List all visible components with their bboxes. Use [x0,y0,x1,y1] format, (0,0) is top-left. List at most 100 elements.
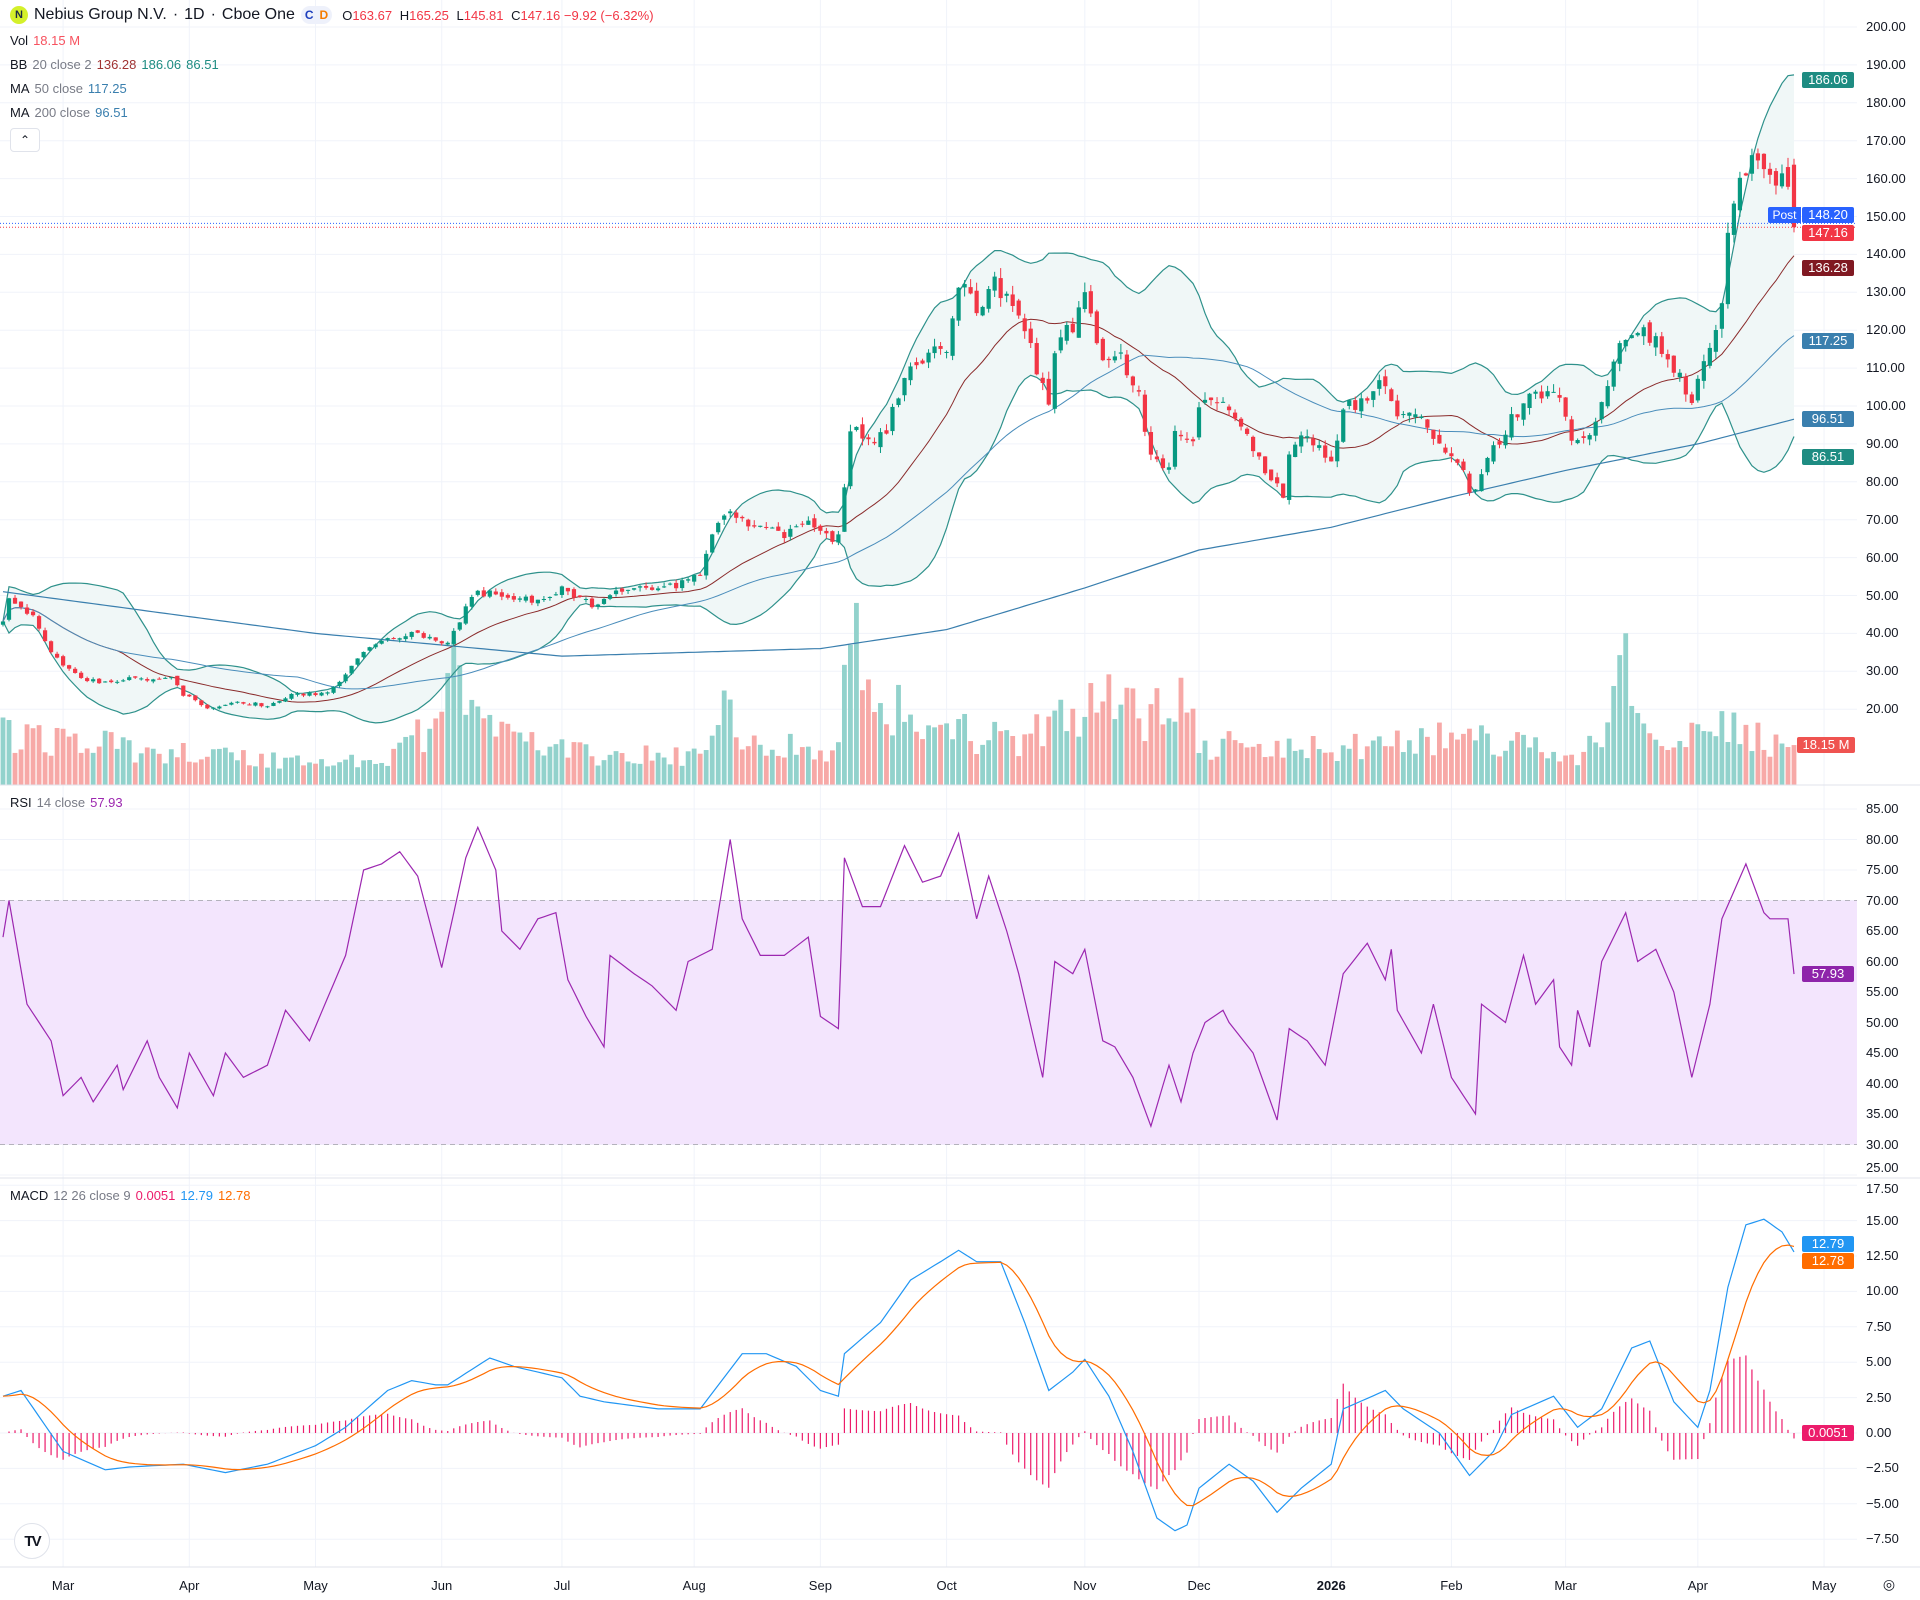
volume-bar [204,756,210,785]
volume-bar [1124,687,1130,785]
volume-bar [1521,734,1526,785]
candle-body [1581,436,1586,438]
candle-body [313,693,318,696]
candle-body [1467,473,1472,493]
volume-bar [24,724,30,785]
candle-body [1497,441,1502,445]
candle-body [1341,409,1346,442]
candle-body [914,362,919,366]
price-axis-label: 160.00 [1866,170,1906,186]
candle-body [1587,435,1592,440]
candle-body [1503,434,1508,446]
candle-body [0,621,6,625]
candle-body [193,695,198,701]
candle-body [1250,436,1256,452]
volume-bar [1142,741,1148,785]
candle-body [950,318,955,356]
candle-body [782,532,787,539]
volume-bar [48,755,54,785]
volume-bar [1280,757,1286,785]
candle-body [1719,303,1724,329]
candle-body [932,346,937,354]
price-axis-label: 60.00 [1866,549,1899,565]
low-label: L [456,7,464,23]
legend-params: 14 close [36,795,86,810]
legend-value-upper: 186.06 [141,57,182,72]
volume-bar [1034,714,1040,785]
candle-body [1172,430,1178,467]
legend-macd[interactable]: MACD 12 26 close 9 0.0051 12.79 12.78 [10,1188,250,1203]
volume-bar [1599,747,1605,785]
volume-bar [1611,685,1617,785]
volume-bar [505,723,511,785]
legend-ma200[interactable]: MA 200 close 96.51 [10,105,128,120]
candle-body [223,704,228,706]
volume-bar [469,699,475,785]
tradingview-logo[interactable]: TV [14,1523,50,1559]
candle-body [205,704,210,709]
candle-body [1269,469,1274,481]
volume-bar [932,727,937,785]
candle-body [589,598,595,608]
volume-bar [956,719,962,785]
price-axis-label: 200.00 [1866,19,1906,34]
candle-body [1070,323,1075,333]
interval[interactable]: 1D [184,6,205,23]
candle-body [1617,343,1622,364]
macd-line [2,1218,1795,1532]
candle-body [1539,391,1544,399]
volume-bar [481,718,487,785]
high-value: 165.25 [409,7,449,23]
volume-bar [1226,731,1232,785]
eye-settings-icon[interactable]: ◎ [1882,1576,1896,1592]
volume-bar [6,720,12,785]
candle-body [788,528,793,537]
volume-bar [1070,708,1076,785]
volume-bar [1046,716,1052,785]
candle-body [692,574,697,582]
legend-bollinger[interactable]: BB 20 close 2 136.28 186.06 86.51 [10,57,219,72]
volume-bar [210,749,216,785]
candle-body [445,642,450,645]
rsi-band-fill [0,900,1857,1145]
rsi-axis-label: 45.00 [1866,1045,1899,1060]
volume-bar [1262,757,1268,785]
volume-bar [1737,744,1743,785]
volume-bar [1196,752,1202,785]
volume-bar [649,760,655,785]
candle-body [583,598,589,600]
volume-bar [1136,718,1142,785]
volume-bar [1322,752,1328,785]
volume-bar [1455,739,1460,785]
volume-bar [156,753,162,785]
volume-bar [391,748,397,785]
candle-body [319,692,324,696]
legend-volume[interactable]: Vol 18.15 M [10,33,80,48]
candle-body [704,553,709,576]
volume-bar [96,746,102,785]
volume-bar [1707,731,1713,785]
volume-bar [1665,749,1671,785]
collapse-legend-button[interactable]: ⌃ [10,128,40,152]
macd-axis-label: −5.00 [1866,1495,1899,1511]
candle-body [199,700,204,706]
session-badges[interactable]: C D [300,6,333,24]
symbol-header[interactable]: N Nebius Group N.V. · 1D · Cboe One C D … [10,6,654,24]
volume-bar [499,721,505,785]
candle-body [145,679,150,681]
candle-body [1040,377,1045,383]
volume-bar [848,644,853,785]
candle-body [1022,318,1027,332]
rsi-axis-label: 60.00 [1866,953,1899,969]
legend-rsi[interactable]: RSI 14 close 57.93 [10,795,123,810]
volume-bar [661,757,667,785]
volume-bar [1701,731,1707,785]
legend-ma50[interactable]: MA 50 close 117.25 [10,81,127,96]
volume-bar [216,748,222,785]
candle-body [253,702,258,706]
candle-body [1034,343,1039,375]
volume-bar [1112,719,1118,785]
volume-bar [198,759,204,785]
volume-bar [1677,741,1683,785]
